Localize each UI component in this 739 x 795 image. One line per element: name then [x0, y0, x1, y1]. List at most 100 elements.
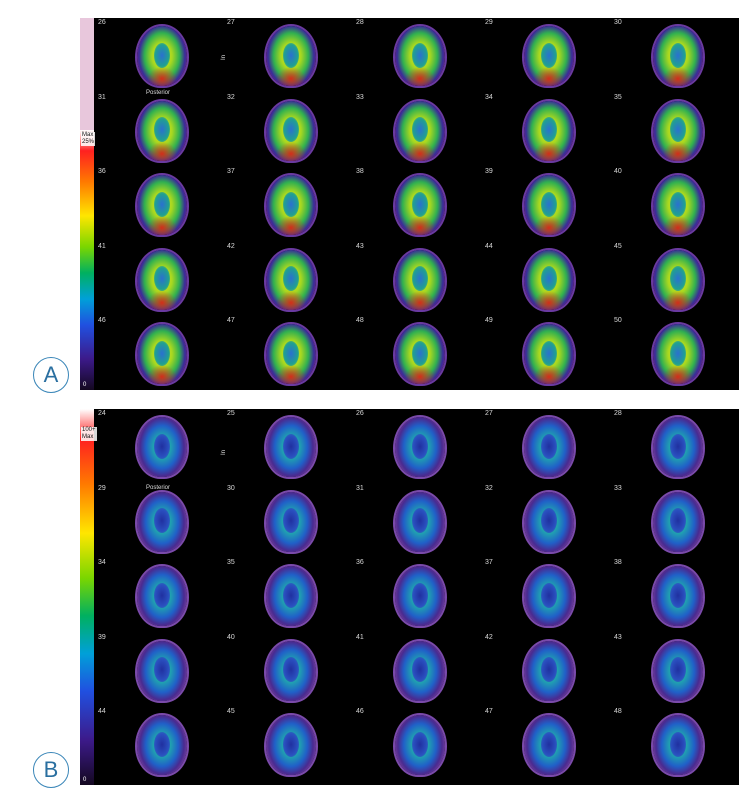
color-scale-max-label: 100+ Max [81, 427, 97, 441]
slice-number: 39 [485, 168, 493, 175]
brain-scan-image [137, 640, 187, 701]
color-scale-gradient [80, 130, 94, 390]
brain-slice: 44 [94, 707, 223, 781]
brain-scan-image [653, 249, 703, 310]
brain-scan-image [653, 324, 703, 384]
slice-number: 30 [614, 19, 622, 26]
brain-slice: 45 [610, 242, 739, 316]
slice-row: 31 32 33 34 35 [94, 93, 739, 167]
slice-number: 45 [614, 242, 622, 250]
brain-scan-image [524, 417, 574, 477]
slice-number: 44 [485, 242, 493, 250]
brain-scan-image [266, 26, 316, 86]
slice-number: 33 [356, 93, 364, 101]
slice-number: 41 [98, 242, 106, 250]
brain-scan-image [653, 100, 703, 161]
brain-slice: 43 [352, 242, 481, 316]
brain-slice: 37 [223, 167, 352, 241]
brain-slice: 25 [223, 409, 352, 483]
slice-number: 26 [98, 19, 106, 26]
posterior-label: Posterior [146, 485, 171, 491]
brain-scan-image [653, 566, 703, 626]
brain-slice: 48 [352, 316, 481, 390]
brain-scan-image [524, 26, 574, 86]
slice-row: 36 37 38 39 40 [94, 167, 739, 241]
brain-scan-image [524, 324, 574, 384]
panel-label-a: A [33, 357, 69, 393]
slice-number: 47 [227, 317, 235, 324]
pet-panel-a: Max 25% 0 26 27 28 29 30 31 32 33 34 35 36 37 38 39 40… [80, 18, 739, 390]
brain-scan-image [266, 175, 316, 235]
slice-number: 28 [614, 410, 622, 417]
brain-slice: 40 [223, 633, 352, 707]
brain-scan-image [266, 566, 316, 626]
brain-scan-image [266, 100, 316, 161]
slice-number: 24 [98, 410, 106, 417]
brain-slice: 37 [481, 558, 610, 632]
brain-slice: 38 [610, 558, 739, 632]
brain-scan-image [395, 324, 445, 384]
slice-number: 38 [614, 559, 622, 566]
slice-number: 36 [356, 559, 364, 566]
brain-scan-image [266, 715, 316, 775]
brain-scan-image [137, 491, 187, 552]
panel-label-b: B [33, 752, 69, 788]
brain-scan-image [653, 640, 703, 701]
brain-slice: 34 [481, 93, 610, 167]
slice-number: 30 [227, 484, 235, 492]
color-scale-gradient [80, 409, 94, 785]
brain-slice: 29 [481, 18, 610, 92]
brain-scan-image [653, 26, 703, 86]
slice-number: 39 [98, 633, 106, 641]
brain-scan-image [653, 715, 703, 775]
slice-number: 29 [98, 484, 106, 492]
brain-slice: 47 [481, 707, 610, 781]
brain-scan-image [266, 640, 316, 701]
slice-number: 46 [98, 317, 106, 324]
brain-slice: 36 [94, 167, 223, 241]
brain-slice: 32 [481, 484, 610, 558]
slice-number: 35 [227, 559, 235, 566]
brain-scan-image [653, 417, 703, 477]
brain-scan-image [524, 175, 574, 235]
brain-scan-image [395, 491, 445, 552]
slice-number: 44 [98, 708, 106, 715]
slice-number: 50 [614, 317, 622, 324]
brain-slice: 46 [352, 707, 481, 781]
color-scale-bar: Max 25% 0 [80, 18, 95, 390]
brain-slice: 31 [352, 484, 481, 558]
brain-slice: 36 [352, 558, 481, 632]
brain-slice: 48 [610, 707, 739, 781]
brain-slice: 42 [481, 633, 610, 707]
color-scale-min-label: 0 [83, 777, 87, 783]
brain-slice: 46 [94, 316, 223, 390]
brain-slice: 39 [481, 167, 610, 241]
brain-slice: 41 [352, 633, 481, 707]
slice-number: 41 [356, 633, 364, 641]
brain-scan-image [137, 175, 187, 235]
slice-number: 37 [227, 168, 235, 175]
slice-number: 34 [485, 93, 493, 101]
brain-scan-image [524, 100, 574, 161]
brain-scan-image [653, 491, 703, 552]
brain-scan-image [524, 491, 574, 552]
brain-slice: 28 [352, 18, 481, 92]
brain-scan-image [137, 26, 187, 86]
slice-number: 40 [614, 168, 622, 175]
slice-grid: 26 27 28 29 30 31 32 33 34 35 36 37 38 39 40 41 42 43 44 45… [94, 18, 739, 390]
slice-number: 29 [485, 19, 493, 26]
slice-number: 31 [356, 484, 364, 492]
slice-number: 25 [227, 410, 235, 417]
pet-panel-b: 100+ Max 0 24 25 26 27 28 29 30 31 32 33 34 35 36 37 3… [80, 409, 739, 785]
brain-slice: 35 [610, 93, 739, 167]
brain-scan-image [524, 715, 574, 775]
brain-scan-image [137, 249, 187, 310]
brain-scan-image [137, 566, 187, 626]
brain-scan-image [395, 715, 445, 775]
brain-scan-image [524, 249, 574, 310]
brain-scan-image [653, 175, 703, 235]
brain-scan-image [395, 640, 445, 701]
slice-number: 35 [614, 93, 622, 101]
slice-number: 49 [485, 317, 493, 324]
brain-slice: 26 [352, 409, 481, 483]
